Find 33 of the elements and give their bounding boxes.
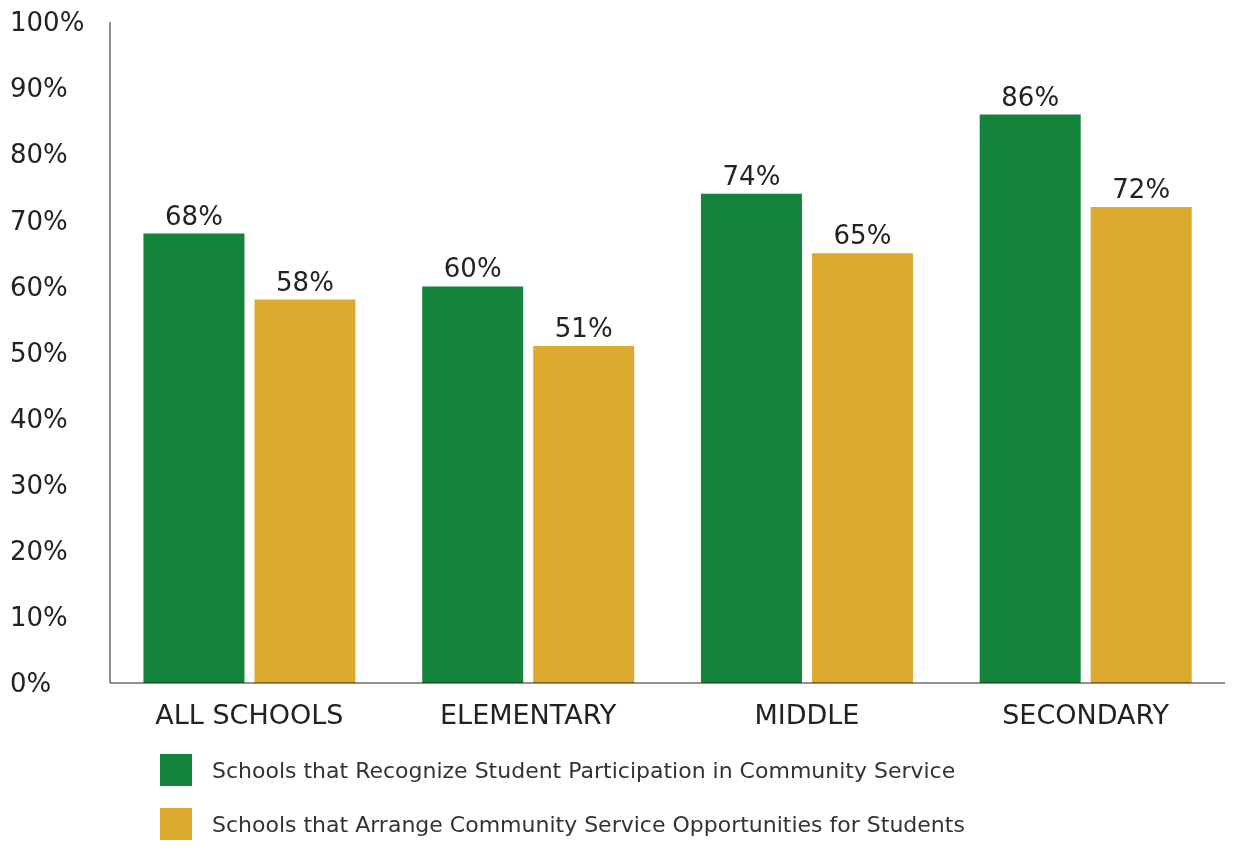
data-label: 72%	[1112, 174, 1171, 205]
bar	[422, 286, 524, 683]
y-tick-label: 70%	[10, 205, 68, 236]
x-tick-label: ELEMENTARY	[440, 699, 617, 731]
data-label: 86%	[1001, 81, 1060, 112]
data-label: 74%	[722, 160, 781, 191]
data-label: 58%	[276, 266, 334, 297]
data-label: 51%	[554, 312, 613, 343]
data-label: 60%	[443, 253, 502, 284]
y-tick-label: 10%	[10, 602, 68, 633]
y-tick-label: 80%	[10, 139, 68, 170]
bar	[979, 114, 1081, 683]
y-tick-label: 100%	[10, 7, 85, 38]
y-tick-label: 0%	[10, 668, 52, 699]
bar	[811, 253, 913, 683]
data-label: 65%	[833, 220, 892, 251]
y-tick-label: 60%	[10, 271, 68, 302]
x-tick-label: MIDDLE	[754, 699, 860, 731]
bar	[254, 299, 356, 683]
data-label: 68%	[165, 200, 223, 231]
bar	[143, 233, 245, 683]
y-tick-label: 30%	[10, 469, 68, 500]
bar	[1090, 207, 1192, 683]
x-tick-label: ALL SCHOOLS	[155, 699, 344, 731]
legend-label: Schools that Recognize Student Participation in Community Service	[212, 757, 956, 783]
x-tick-label: SECONDARY	[1002, 699, 1170, 731]
y-tick-label: 50%	[10, 337, 68, 368]
y-tick-label: 20%	[10, 536, 68, 567]
y-tick-label: 90%	[10, 73, 68, 104]
bar	[533, 345, 635, 683]
legend-label: Schools that Arrange Community Service Opportunities for Students	[212, 811, 965, 837]
bar	[700, 193, 802, 683]
y-tick-label: 40%	[10, 403, 68, 434]
